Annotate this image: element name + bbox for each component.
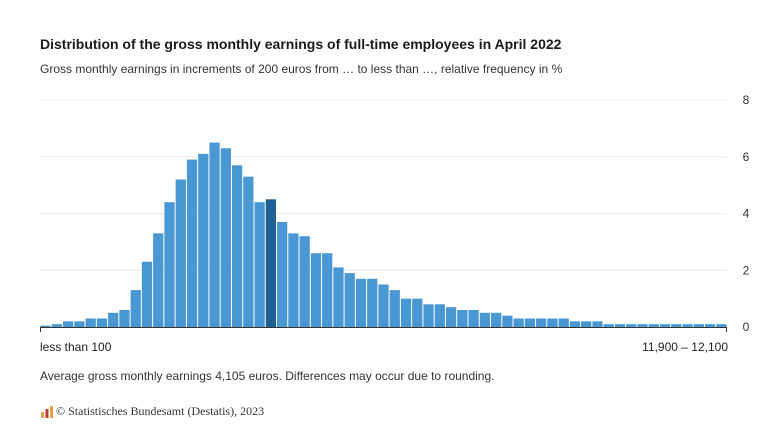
bar[interactable]	[490, 312, 502, 327]
bar[interactable]	[479, 312, 490, 327]
bar[interactable]	[119, 309, 130, 327]
bar[interactable]	[130, 290, 141, 327]
bar[interactable]	[502, 315, 513, 327]
bar[interactable]	[277, 222, 288, 327]
bar[interactable]	[96, 318, 108, 327]
y-tick-label: 6	[743, 150, 750, 164]
footnote: Average gross monthly earnings 4,105 eur…	[40, 369, 495, 383]
bar[interactable]	[186, 159, 198, 327]
bar[interactable]	[63, 321, 74, 327]
bar[interactable]	[569, 321, 581, 327]
bar[interactable]	[153, 233, 164, 327]
bar[interactable]	[423, 304, 434, 327]
chart-title: Distribution of the gross monthly earnin…	[40, 36, 562, 52]
bar[interactable]	[220, 148, 231, 327]
x-tick-label-first: less than 100	[40, 340, 112, 354]
y-tick-label: 0	[743, 320, 750, 334]
bar[interactable]	[648, 324, 659, 327]
x-tick-label-last: 11,900 – 12,100	[642, 340, 728, 354]
bar[interactable]	[592, 321, 603, 327]
bar[interactable]	[558, 318, 569, 327]
bar[interactable]	[141, 261, 153, 327]
bar[interactable]	[367, 278, 378, 327]
bar[interactable]	[164, 202, 175, 327]
bar[interactable]	[209, 142, 220, 327]
bar[interactable]	[108, 312, 119, 327]
bar[interactable]	[74, 321, 85, 327]
bar[interactable]	[175, 179, 186, 327]
bar[interactable]	[243, 176, 254, 327]
destatis-logo-icon	[41, 405, 53, 418]
bar[interactable]	[254, 202, 265, 327]
bar[interactable]	[412, 298, 423, 328]
bar[interactable]	[322, 253, 333, 327]
source-line: © Statistisches Bundesamt (Destatis), 20…	[40, 404, 264, 419]
bar[interactable]	[198, 153, 209, 327]
bar[interactable]	[231, 165, 243, 327]
bar[interactable]	[626, 324, 637, 327]
bar[interactable]	[716, 324, 727, 327]
bar[interactable]	[468, 309, 479, 327]
bar[interactable]	[85, 318, 96, 327]
bar[interactable]	[581, 321, 592, 327]
bar[interactable]	[288, 233, 299, 327]
bar[interactable]	[434, 304, 445, 327]
bar[interactable]	[344, 273, 355, 327]
bar[interactable]	[704, 324, 716, 327]
bar[interactable]	[457, 309, 468, 327]
bar-highlight[interactable]	[265, 199, 277, 327]
bar[interactable]	[671, 324, 682, 327]
bar[interactable]	[536, 318, 547, 327]
bar[interactable]	[310, 253, 322, 327]
source-text: © Statistisches Bundesamt (Destatis), 20…	[56, 404, 265, 418]
bar[interactable]	[637, 324, 648, 327]
bar[interactable]	[389, 290, 400, 327]
bar[interactable]	[378, 284, 389, 327]
bar[interactable]	[400, 298, 412, 328]
bar[interactable]	[445, 307, 457, 327]
bar[interactable]	[40, 325, 51, 327]
bar[interactable]	[333, 267, 344, 327]
bar[interactable]	[547, 318, 558, 327]
bar[interactable]	[603, 324, 614, 327]
bar[interactable]	[299, 236, 310, 327]
bar[interactable]	[355, 278, 367, 327]
bar[interactable]	[51, 324, 63, 327]
y-tick-label: 4	[743, 207, 750, 221]
bar[interactable]	[693, 324, 704, 327]
bar[interactable]	[513, 318, 524, 327]
bar[interactable]	[682, 324, 693, 327]
y-tick-label: 2	[743, 263, 750, 277]
chart-subtitle: Gross monthly earnings in increments of …	[40, 62, 563, 76]
y-tick-label: 8	[743, 93, 750, 107]
bar[interactable]	[524, 318, 536, 327]
bar[interactable]	[659, 324, 671, 327]
bar[interactable]	[614, 324, 626, 327]
